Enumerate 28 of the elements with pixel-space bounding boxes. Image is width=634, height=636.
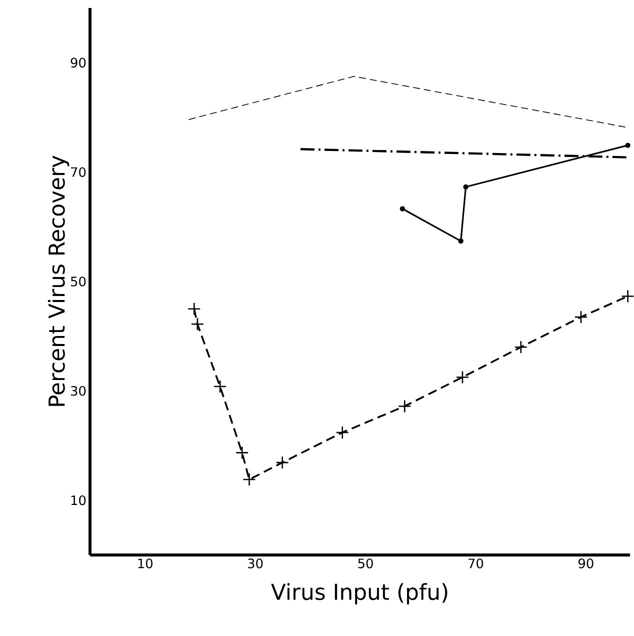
point <box>625 142 630 148</box>
point <box>456 370 470 384</box>
y-tick-label: 30 <box>71 386 86 396</box>
y-axis-title: Percent Virus Recovery <box>48 156 70 406</box>
point <box>214 380 227 394</box>
point <box>463 184 468 190</box>
y-tick-label: 70 <box>71 167 86 177</box>
point <box>188 302 201 316</box>
x-tick-label: 10 <box>138 558 153 568</box>
point <box>190 318 204 331</box>
x-tick-label: 30 <box>248 558 263 568</box>
point <box>398 400 412 413</box>
point <box>400 206 406 212</box>
y-tick-label: 90 <box>70 58 86 68</box>
y-tick-label: 10 <box>72 495 86 506</box>
point <box>621 290 634 303</box>
point <box>574 310 588 324</box>
point <box>514 340 528 354</box>
point <box>276 456 290 470</box>
x-axis-title: Virus Input (pfu) <box>271 583 448 604</box>
x-tick-label: 50 <box>358 558 373 568</box>
point <box>458 238 464 244</box>
y-tick-label: 50 <box>71 276 86 286</box>
point <box>236 446 249 460</box>
point <box>336 426 350 440</box>
point <box>242 472 256 486</box>
x-tick-label: 70 <box>468 558 484 568</box>
x-tick-label: 90 <box>578 558 594 568</box>
